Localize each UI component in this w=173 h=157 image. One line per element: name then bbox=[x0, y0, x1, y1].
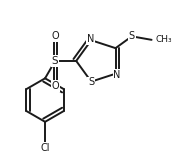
Text: Cl: Cl bbox=[40, 143, 50, 153]
Text: O: O bbox=[51, 31, 59, 41]
Text: N: N bbox=[87, 34, 94, 44]
Text: S: S bbox=[88, 77, 94, 87]
Text: N: N bbox=[113, 70, 121, 80]
Text: O: O bbox=[51, 81, 59, 91]
Text: S: S bbox=[52, 56, 58, 66]
Text: CH₃: CH₃ bbox=[156, 35, 172, 44]
Text: S: S bbox=[129, 31, 135, 41]
